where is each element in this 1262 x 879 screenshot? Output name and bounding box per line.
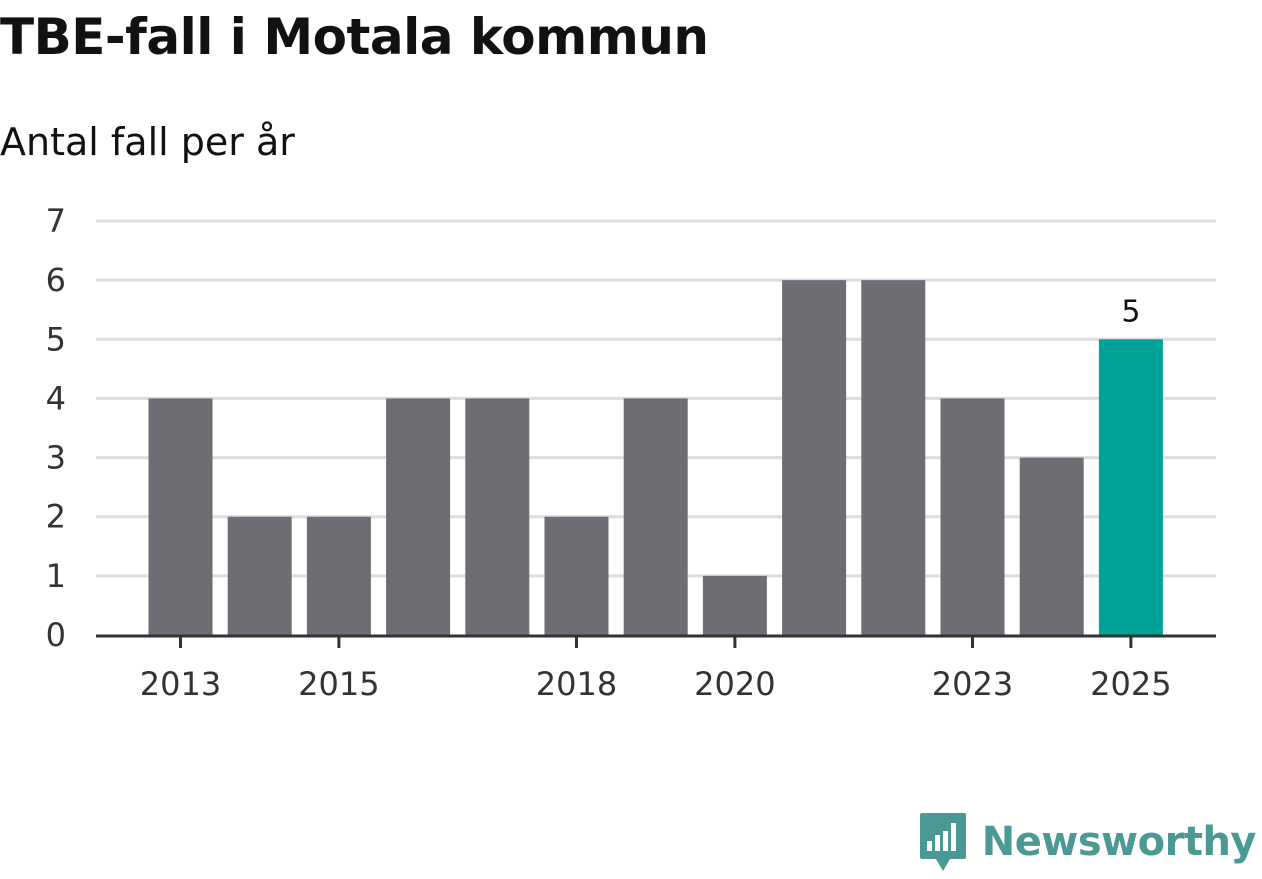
bar-2020 bbox=[702, 575, 767, 635]
bar-chart-speech-bubble-icon bbox=[919, 813, 966, 871]
bar-2023 bbox=[940, 398, 1005, 635]
bar-2025 bbox=[1098, 339, 1163, 635]
bar-2021 bbox=[782, 280, 847, 635]
bar-2024 bbox=[1019, 457, 1084, 635]
y-tick-label-0: 0 bbox=[46, 616, 66, 654]
x-axis bbox=[96, 634, 1216, 648]
newsworthy-logo: Newsworthy bbox=[918, 811, 1257, 873]
labels: 0 1 2 3 4 5 6 7 2013 2015 2018 2020 2023 2025 5 bbox=[46, 202, 1172, 703]
y-tick-label-3: 3 bbox=[46, 439, 66, 477]
chart-subtitle: Antal fall per år bbox=[0, 120, 295, 164]
y-tick-label-6: 6 bbox=[46, 261, 66, 299]
x-tick-label-2023: 2023 bbox=[932, 665, 1013, 703]
bar-2018 bbox=[544, 516, 609, 635]
x-tick-label-2020: 2020 bbox=[694, 665, 775, 703]
y-tick-label-5: 5 bbox=[46, 320, 66, 358]
brand-name: Newsworthy bbox=[981, 819, 1257, 865]
bars bbox=[148, 280, 1163, 635]
bar-2014 bbox=[227, 516, 292, 635]
bar-2013 bbox=[148, 398, 213, 635]
y-tick-label-2: 2 bbox=[46, 498, 66, 536]
data-label-2025: 5 bbox=[1121, 294, 1140, 329]
bar-2015 bbox=[306, 516, 371, 635]
x-tick-label-2015: 2015 bbox=[298, 665, 379, 703]
chart-title: TBE-fall i Motala kommun bbox=[0, 8, 709, 66]
x-tick-label-2018: 2018 bbox=[536, 665, 617, 703]
x-tick-label-2013: 2013 bbox=[140, 665, 221, 703]
y-tick-label-1: 1 bbox=[46, 557, 66, 595]
bar-2017 bbox=[465, 398, 530, 635]
bar-2019 bbox=[623, 398, 688, 635]
bar-2016 bbox=[386, 398, 451, 635]
bar-2022 bbox=[861, 280, 926, 635]
x-tick-label-2025: 2025 bbox=[1090, 665, 1171, 703]
y-tick-label-4: 4 bbox=[46, 379, 66, 417]
y-tick-label-7: 7 bbox=[46, 202, 66, 240]
